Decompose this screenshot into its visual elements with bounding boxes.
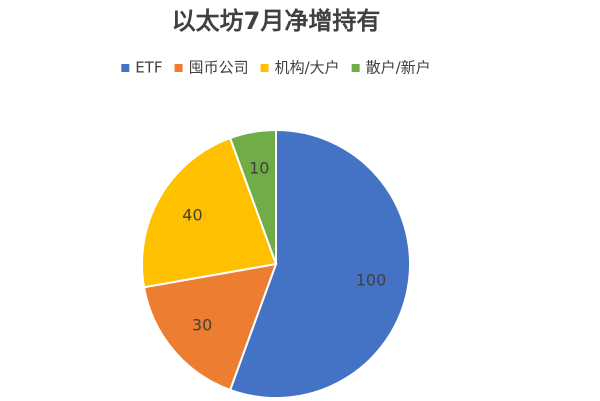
pie-slice	[228, 128, 411, 399]
legend-swatch	[174, 64, 183, 72]
legend-label: 囤币公司	[189, 59, 249, 77]
chart-title: 以太坊7月净增持有	[172, 7, 381, 35]
legend-label: 散户/新户	[366, 59, 431, 77]
legend-swatch	[121, 64, 130, 72]
legend-swatch	[260, 64, 269, 72]
data-label: 30	[192, 316, 212, 335]
data-label: 40	[182, 205, 202, 224]
legend-label: ETF	[135, 59, 162, 77]
legend-swatch	[351, 64, 360, 72]
legend-label: 机构/大户	[275, 59, 340, 77]
pie-slice	[228, 128, 277, 265]
pie-slice	[142, 262, 278, 392]
data-label: 100	[356, 270, 387, 289]
pie-slice	[141, 136, 278, 289]
data-label: 10	[249, 158, 269, 177]
